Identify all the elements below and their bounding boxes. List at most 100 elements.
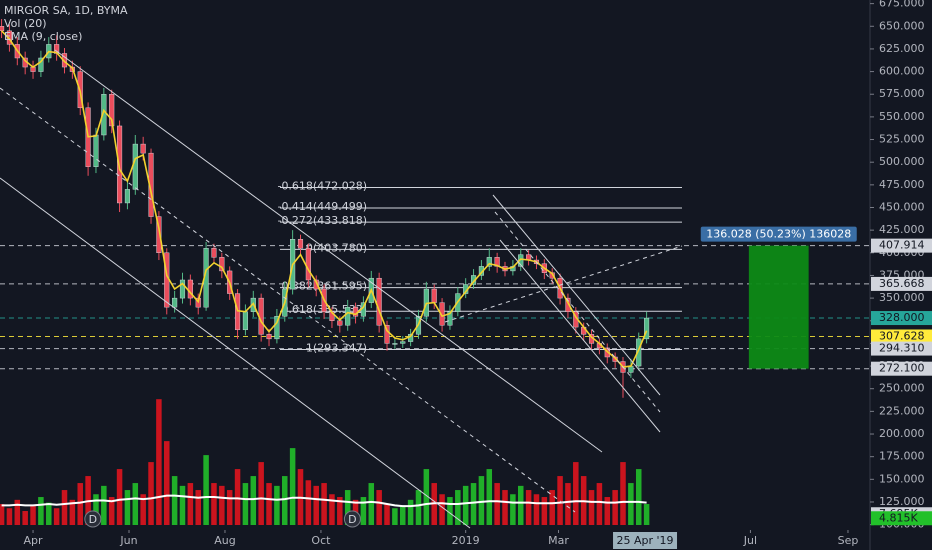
volume-bar [502,490,508,525]
candle-body [400,341,406,344]
price-label: 328.000 [879,311,925,324]
indicator-label: EMA (9, close) [4,30,82,43]
volume-bar [305,480,312,525]
volume-bar [53,508,60,525]
channel-line [494,211,661,413]
volume-bar [447,497,453,525]
fib-label: -0.414(449.499) [277,200,367,213]
y-tick-label: 550.000 [879,110,925,123]
volume-bar [226,490,233,525]
candle-body [297,239,304,249]
y-tick-label: 125.000 [879,495,925,508]
volume-bar [203,455,209,525]
volume-bar [116,469,123,525]
candle-body [101,94,107,136]
volume-bar [242,483,249,525]
volume-ma-line [1,494,647,508]
volume-bar [14,499,21,525]
volume-bar [132,483,139,525]
candle-body [179,279,186,299]
price-label: 365.668 [879,277,925,290]
fib-label: 0(403.780) [306,241,367,254]
volume-bar [541,497,548,525]
volume-bar [313,485,319,525]
volume-bar [525,490,532,525]
channel-line [0,87,576,513]
volume-bar [344,490,351,525]
volume-bar [0,504,5,525]
y-tick-label: 600.000 [879,65,925,78]
volume-bar [329,494,335,525]
price-label: 407.914 [879,239,925,252]
volume-bar [46,502,52,525]
ema-line [1,30,648,368]
y-tick-label: 250.000 [879,382,925,395]
volume-label-box [871,511,932,526]
volume-bar [124,490,131,525]
volume-bar [368,483,375,525]
price-label-box [871,329,932,344]
y-tick-label: 225.000 [879,404,925,417]
y-tick-label: 200.000 [879,427,925,440]
volume-bar [612,490,618,525]
volume-bar [101,485,107,525]
candle-body [172,297,178,308]
volume-bar [148,462,154,525]
x-tick-label: Sep [838,534,859,547]
candle-body [156,216,162,254]
volume-bar [360,497,367,525]
volume-bar [439,494,445,525]
volume-bar [321,483,327,525]
volume-bar [274,485,280,525]
candle-body [384,325,390,344]
candle-body [337,320,343,326]
candle-body [242,311,248,331]
volume-bar [211,483,217,525]
volume-bar [258,462,264,525]
volume-bar [588,490,595,525]
volume-bar [30,505,36,525]
candle-body [313,279,319,290]
candle-body [305,248,311,281]
volume-bar [557,476,563,525]
volume-bar [486,469,493,525]
volume-bar [38,497,44,525]
fib-label: 1(293.347) [306,341,367,354]
event-marker [84,510,102,528]
volume-bar [604,497,611,525]
volume-bar [195,490,201,525]
candle-body [447,311,453,326]
cursor-label-box [613,532,678,549]
candle-body [38,57,44,72]
event-label: D [89,513,97,526]
cursor-label: 25 Apr '19 [617,534,674,547]
y-tick-label: 525.000 [879,133,925,146]
volume-bar [628,483,634,525]
volume-bar [337,497,343,525]
price-label: 294.310 [879,342,925,355]
volume-label: 4.815K [879,511,918,524]
trend-lines [0,49,683,529]
candle-body [266,334,272,340]
x-tick-label: 2019 [452,534,480,547]
volume-bar [77,483,83,525]
channel-line [492,194,661,396]
event-marker [343,510,361,528]
candle-body [93,134,99,167]
volume-bar [93,494,99,525]
measure-label: 136.028 (50.23%) 136028 [706,228,851,241]
y-tick-label: 475.000 [879,178,925,191]
x-tick-label: Jun [119,534,137,547]
measure-box [748,245,809,369]
y-tick-label: 350.000 [879,291,925,304]
price-axis [870,0,932,550]
volume-bar [187,483,194,525]
candle-body [109,94,115,127]
volume-bar [565,483,571,525]
y-tick-label: 425.000 [879,223,925,236]
candle-body [140,143,146,154]
volume-bar [266,483,272,525]
volume-bar [108,497,115,525]
